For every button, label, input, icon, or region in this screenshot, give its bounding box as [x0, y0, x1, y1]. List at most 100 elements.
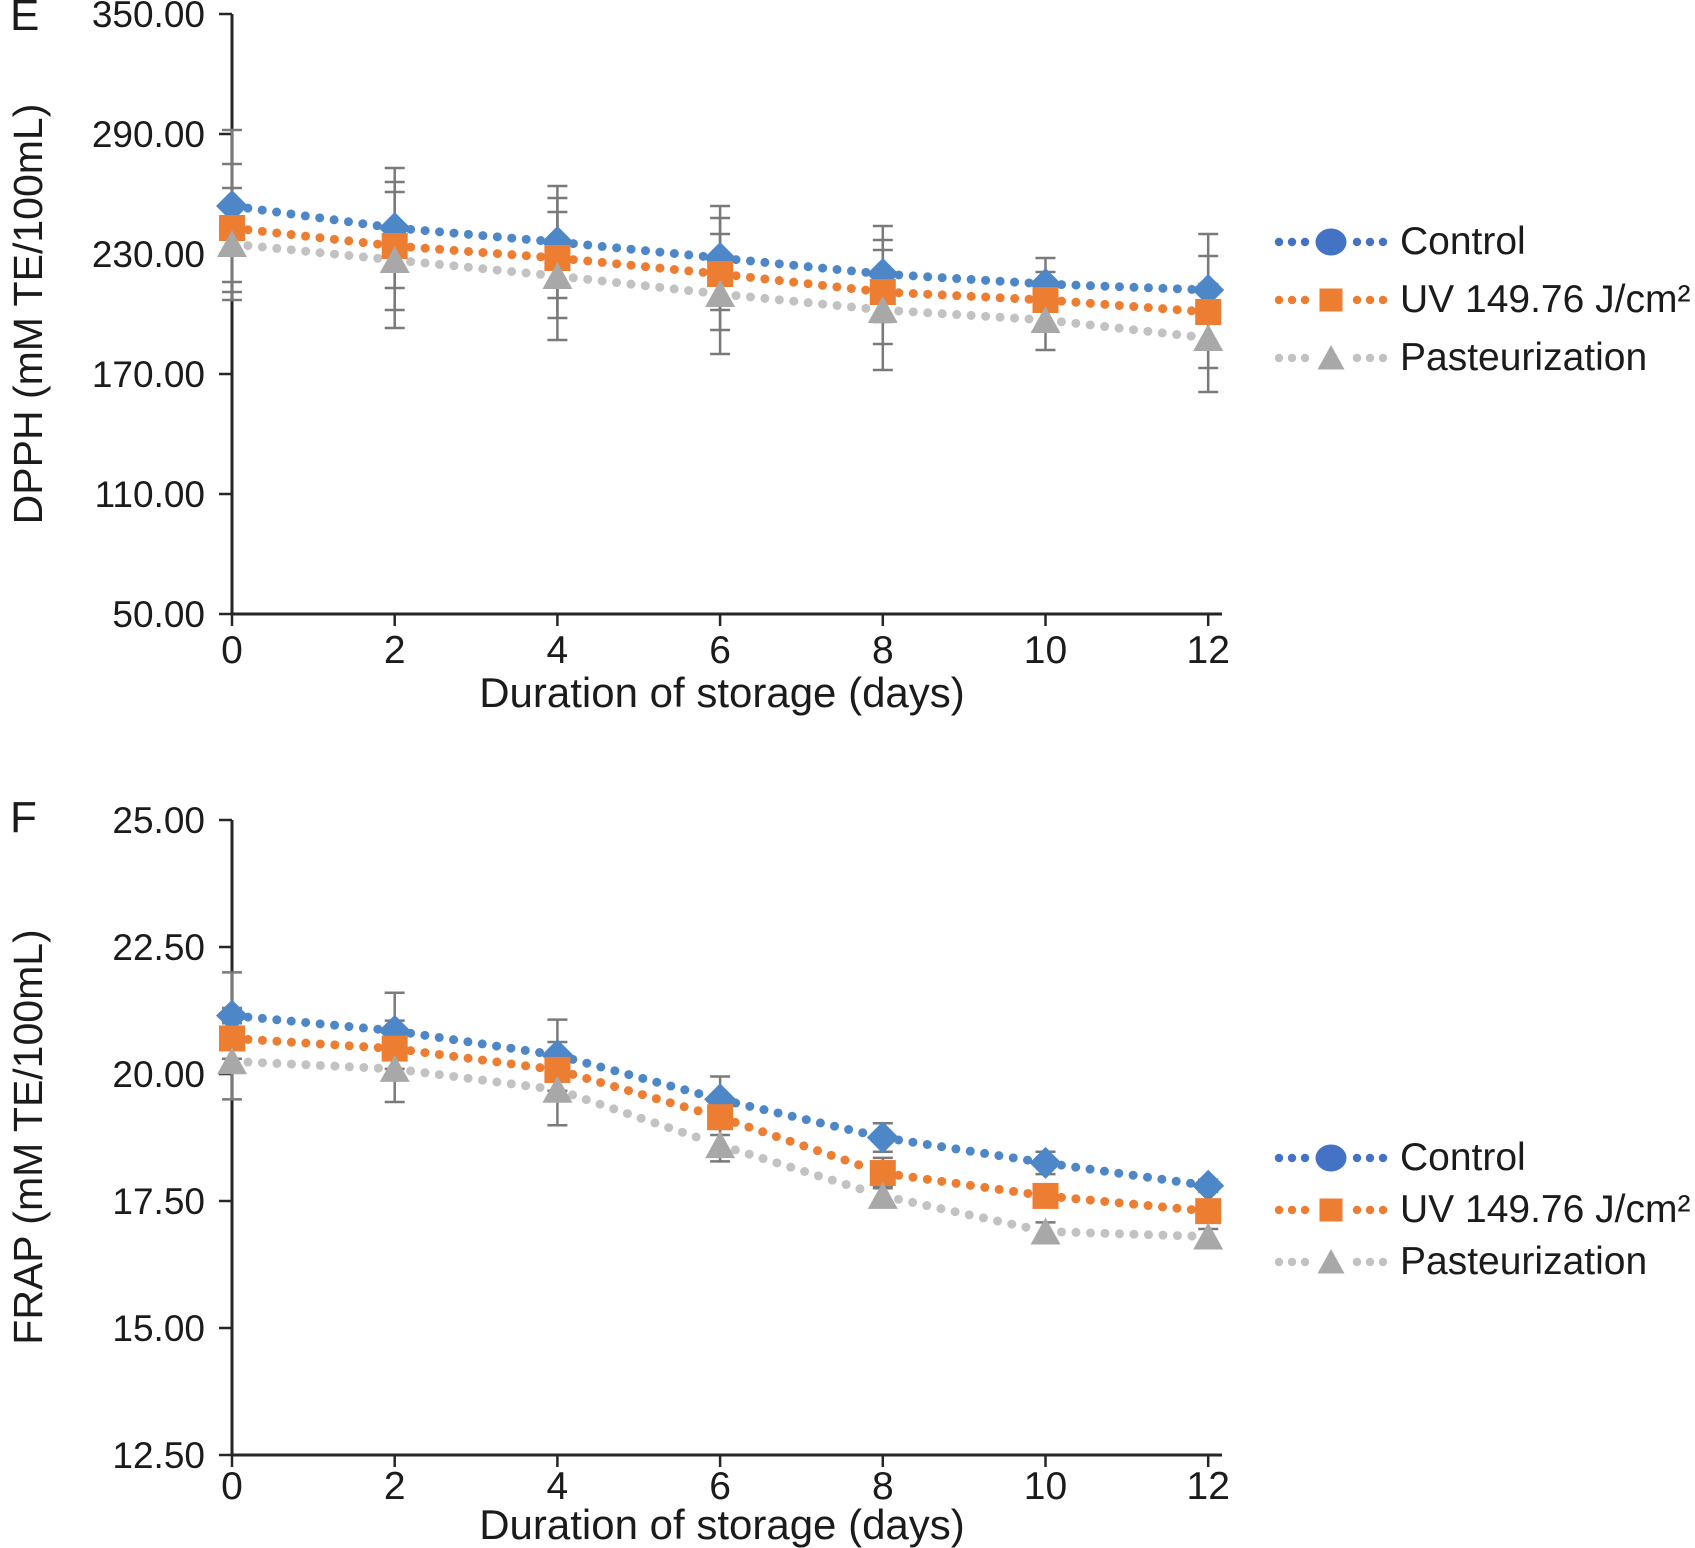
legend-label: UV 149.76 J/cm²: [1400, 1188, 1691, 1231]
pasteurization-dotted-triangle-icon: [1274, 1249, 1388, 1274]
panel-f-letter: F: [10, 793, 37, 842]
legend-item-pasteurization: Pasteurization: [1272, 329, 1690, 387]
data-point-pasteurization: [542, 1075, 573, 1103]
legend-line-dot: [1352, 1257, 1362, 1267]
legend-line-dot: [1300, 237, 1310, 247]
data-point-pasteurization: [217, 230, 247, 257]
legend-line-dot: [1365, 1153, 1375, 1163]
x-tick-label: 10: [1024, 1465, 1067, 1508]
y-tick-label: 12.50: [112, 1435, 205, 1476]
legend-label: Pasteurization: [1400, 336, 1648, 379]
legend-line-dot: [1352, 353, 1362, 363]
pasteurization-dotted-triangle-icon: [1274, 345, 1388, 370]
legend-line-dot: [1352, 1205, 1362, 1215]
panel-f-x-axis-title: Duration of storage (days): [479, 1501, 965, 1548]
legend-line-dot: [1274, 1257, 1284, 1267]
legend-line-dot: [1378, 1205, 1388, 1215]
legend-line-dot: [1365, 1257, 1375, 1267]
legend-marker-circle: [1315, 228, 1347, 256]
panel-f-plot-area: 25.00 22.50 20.00 17.50 15.00 12.50 0 2 4 6 8 10 12: [112, 800, 1229, 1508]
legend-line-dot: [1287, 237, 1297, 247]
data-point-pasteurization: [542, 262, 573, 289]
legend-item-pasteurization: Pasteurization: [1272, 1236, 1690, 1288]
y-tick-label: 170.00: [92, 354, 205, 395]
axis-lines: [230, 14, 1222, 616]
legend-marker-circle: [1315, 1144, 1347, 1172]
legend-line-dot: [1274, 295, 1284, 305]
panel-e-plot-area: 350.00 290.00 230.00 170.00 110.00 50.00 0 2 4 6 8…: [92, 0, 1230, 672]
legend-line-dot: [1378, 1153, 1388, 1163]
legend-item-control: Control: [1272, 1132, 1690, 1184]
dotted-series-line: [243, 241, 1196, 341]
control-dotted-circle-icon: [1274, 228, 1388, 256]
x-tick-label: 8: [872, 1465, 894, 1508]
legend-line-dot: [1365, 1205, 1375, 1215]
data-point-uv: [1032, 1182, 1059, 1209]
y-tick-label: 15.00: [112, 1308, 205, 1349]
legend-line-dot: [1300, 295, 1310, 305]
legend-line-dot: [1274, 237, 1284, 247]
panel-e-letter: E: [10, 0, 40, 40]
legend-line-dot: [1287, 353, 1297, 363]
legend-line-dot: [1365, 237, 1375, 247]
x-tick-label: 6: [709, 629, 731, 672]
legend-line-dot: [1274, 353, 1284, 363]
legend-line-dot: [1378, 237, 1388, 247]
dotted-series-line: [243, 203, 1197, 294]
data-point-control: [1192, 274, 1225, 306]
legend-line-dot: [1365, 353, 1375, 363]
x-tick-label: 12: [1187, 1465, 1230, 1508]
data-point-pasteurization: [705, 280, 736, 307]
y-tick-label: 25.00: [112, 800, 205, 841]
dotted-series-line: [243, 1034, 1196, 1215]
legend-item-control: Control: [1272, 213, 1690, 271]
x-tick-label: 2: [384, 629, 406, 672]
legend-line-dot: [1300, 1205, 1310, 1215]
data-point-control: [1029, 1146, 1062, 1179]
legend-line-dot: [1378, 1257, 1388, 1267]
y-tick-label: 290.00: [92, 114, 205, 155]
panel-f-legend: Control UV 149.76 J/cm² Pasteurization: [1272, 1132, 1690, 1288]
data-point-uv: [1195, 1198, 1222, 1225]
panel-e-x-axis-title: Duration of storage (days): [479, 669, 965, 716]
legend-line-dot: [1378, 295, 1388, 305]
data-point-pasteurization: [705, 1131, 736, 1159]
x-tick-label: 12: [1187, 629, 1230, 672]
y-tick-label: 17.50: [112, 1181, 205, 1222]
data-point-control: [1192, 1169, 1225, 1202]
dotted-series-line: [243, 1057, 1197, 1241]
legend-line-dot: [1352, 295, 1362, 305]
data-point-pasteurization: [217, 1047, 247, 1075]
y-tick-label: 20.00: [112, 1054, 205, 1095]
legend-marker-square: [1319, 1198, 1343, 1222]
legend-line-dot: [1300, 1257, 1310, 1267]
legend-marker-triangle: [1317, 345, 1345, 370]
y-tick-label: 50.00: [112, 594, 205, 635]
y-tick-label: 22.50: [112, 927, 205, 968]
x-tick-label: 8: [872, 629, 894, 672]
data-point-pasteurization: [1193, 324, 1224, 351]
y-tick-label: 350.00: [92, 0, 205, 35]
data-point-uv: [869, 1160, 896, 1187]
legend-label: Control: [1400, 1136, 1526, 1179]
data-point-pasteurization: [1193, 1222, 1224, 1250]
legend-line-dot: [1300, 1153, 1310, 1163]
legend-line-dot: [1274, 1205, 1284, 1215]
legend-line-dot: [1287, 1257, 1297, 1267]
uv-dotted-square-icon: [1274, 288, 1388, 312]
panel-e-legend: Control UV 149.76 J/cm² Pasteurization: [1272, 213, 1690, 387]
x-tick-label: 4: [547, 1465, 569, 1508]
x-tick-label: 0: [221, 1465, 243, 1508]
data-point-pasteurization: [1030, 1217, 1061, 1245]
legend-line-dot: [1352, 1153, 1362, 1163]
data-point-pasteurization: [867, 1181, 898, 1209]
control-dotted-circle-icon: [1274, 1144, 1388, 1172]
legend-line-dot: [1287, 1153, 1297, 1163]
legend-line-dot: [1274, 1153, 1284, 1163]
x-tick-label: 6: [709, 1465, 731, 1508]
y-tick-label: 110.00: [95, 474, 205, 515]
data-point-uv: [1195, 299, 1222, 325]
panel-f-y-axis-title: FRAP (mM TE/100mL): [5, 929, 51, 1345]
